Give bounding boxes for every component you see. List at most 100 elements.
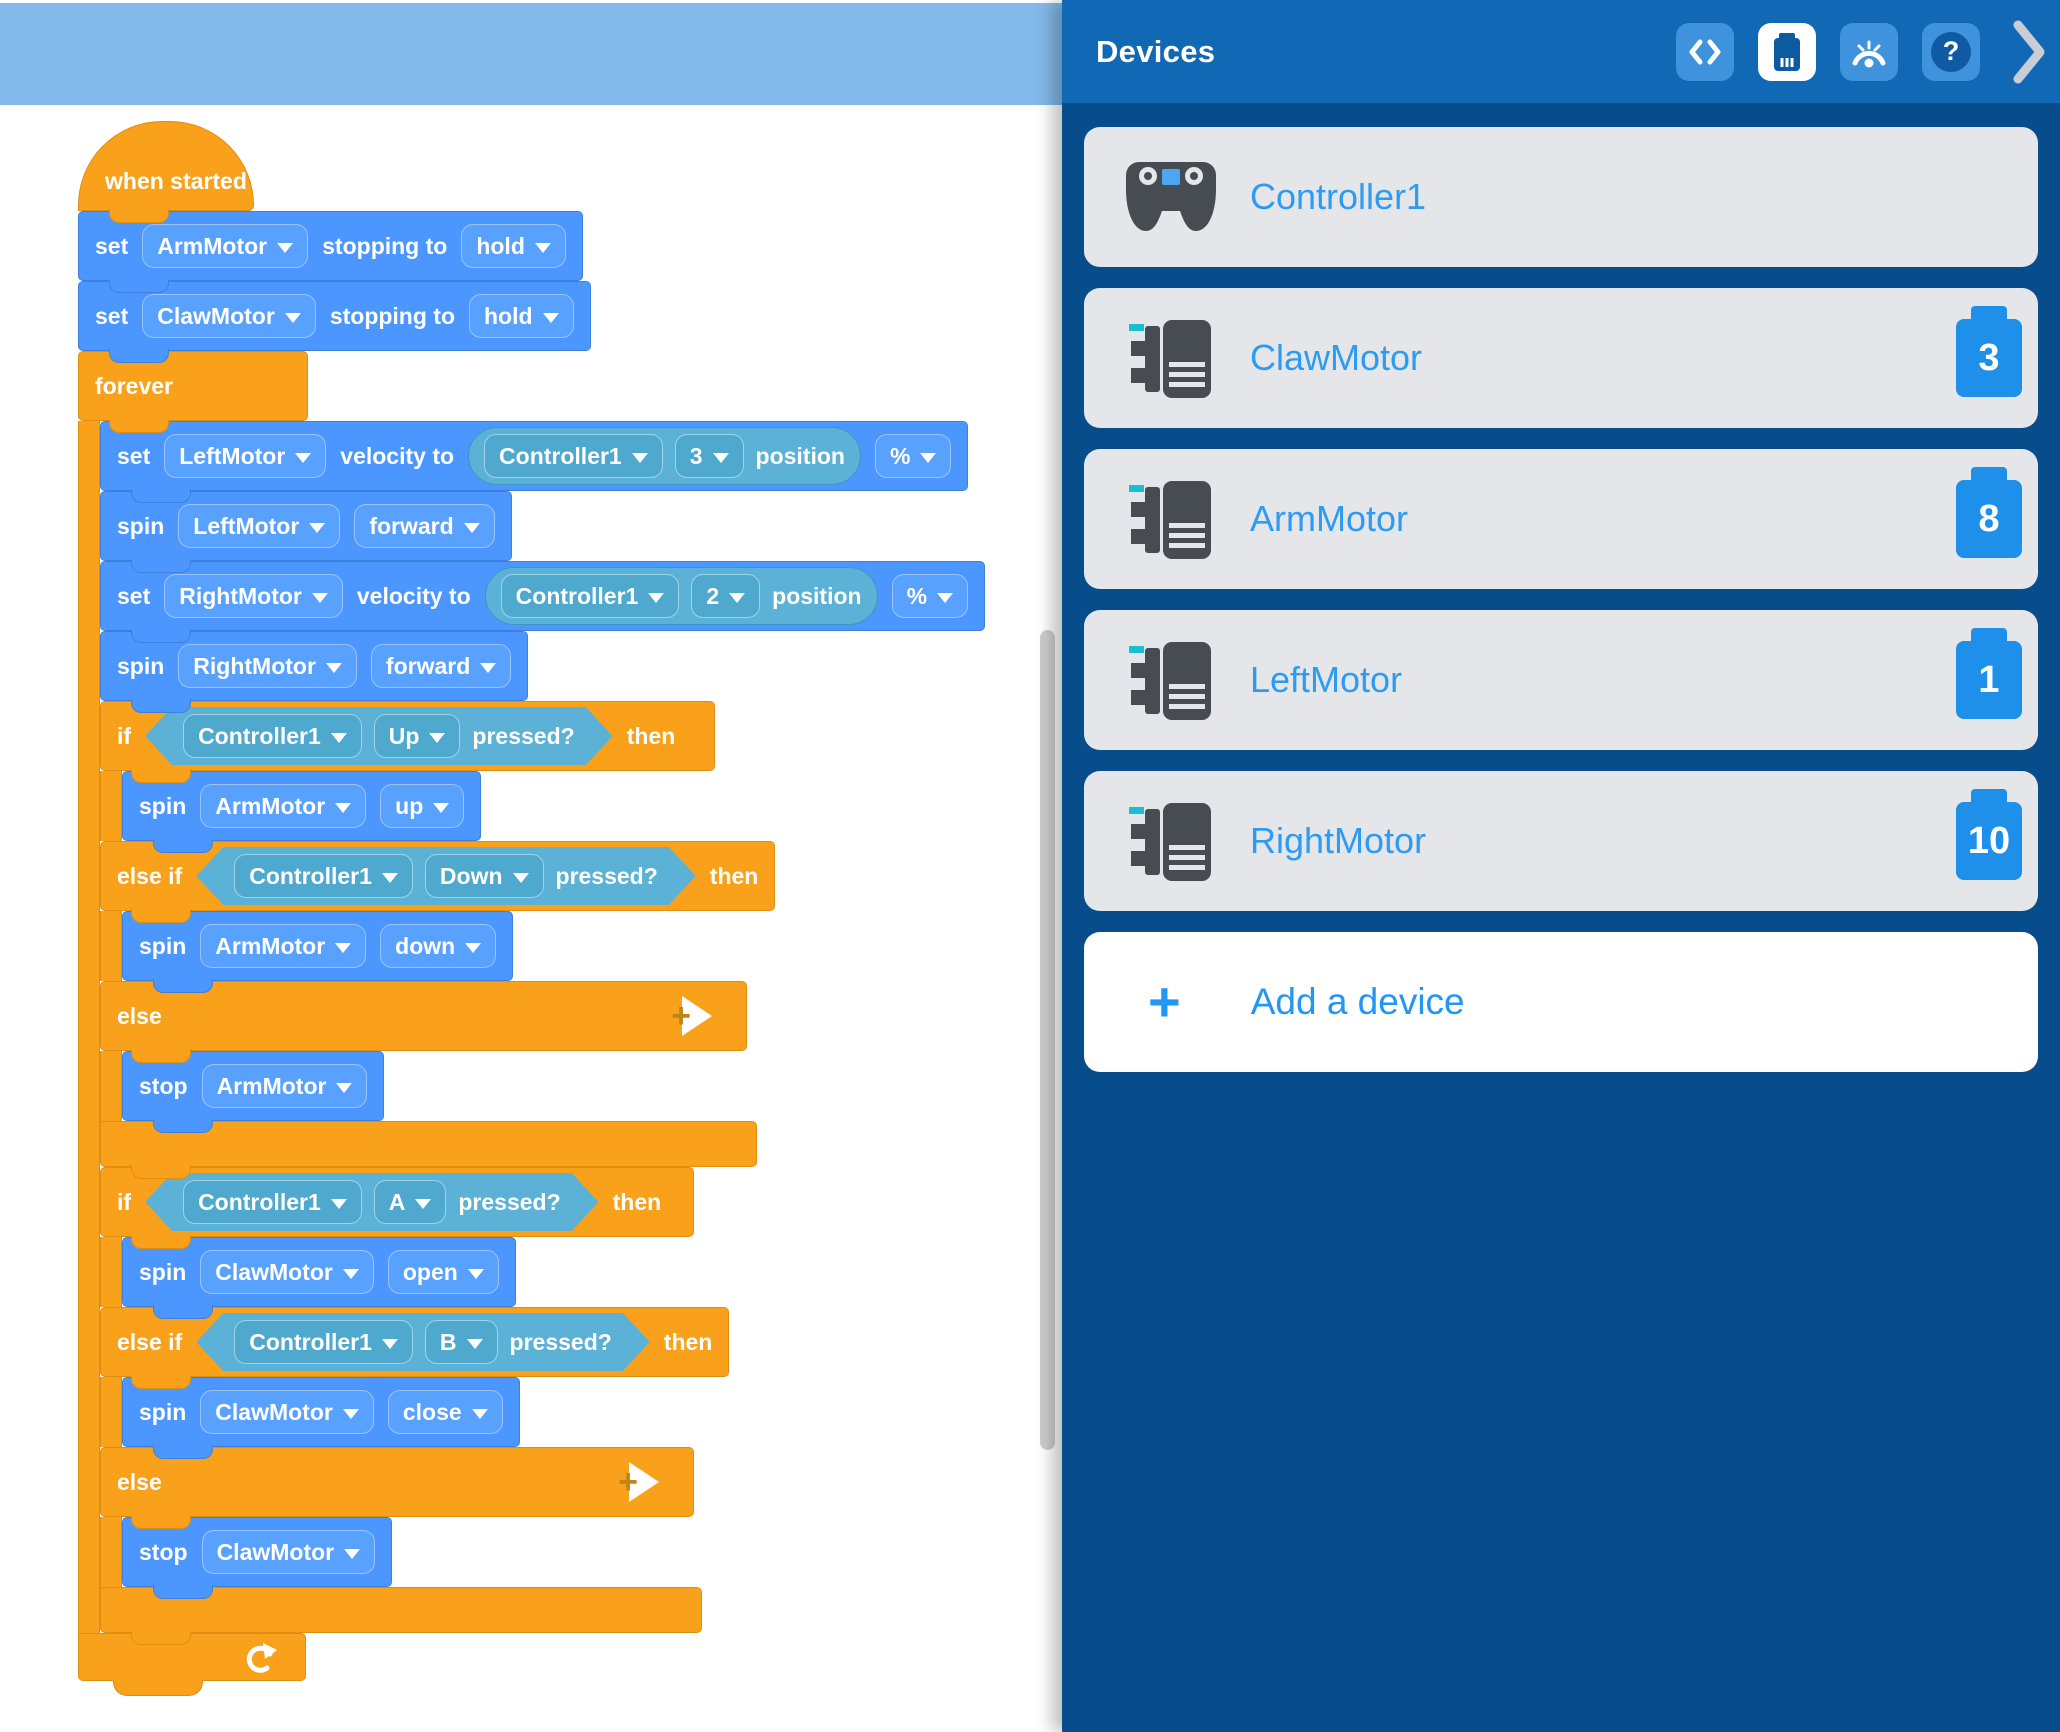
if-arm <box>100 1517 122 1587</box>
motor-dropdown[interactable]: ClawMotor <box>142 294 316 338</box>
set-velocity-block[interactable]: set RightMotor velocity to Controller1 <box>100 561 986 643</box>
add-device-label: Add a device <box>1250 981 1465 1022</box>
device-card-controller1[interactable]: Controller1 <box>1084 127 2038 267</box>
device-card-armmotor[interactable]: ArmMotor 8 <box>1084 449 2038 589</box>
keyword: set <box>95 302 129 329</box>
controller-dropdown[interactable]: Controller1 <box>234 854 413 898</box>
brake-mode-dropdown[interactable]: hold <box>469 294 574 338</box>
direction-dropdown[interactable]: close <box>387 1390 503 1434</box>
controller-icon <box>1112 156 1230 238</box>
forever-header[interactable]: forever <box>78 351 308 433</box>
hat-label: when started <box>105 168 247 194</box>
motor-dropdown[interactable]: ArmMotor <box>200 784 367 828</box>
unit-dropdown[interactable]: % <box>891 574 969 618</box>
expand-else-if-icon[interactable]: + <box>618 1462 659 1502</box>
unit-dropdown[interactable]: % <box>874 434 952 478</box>
motor-icon <box>1112 793 1230 889</box>
motor-dropdown[interactable]: LeftMotor <box>178 504 341 548</box>
controller-dropdown[interactable]: Controller1 <box>500 574 680 618</box>
when-started-block[interactable]: when started <box>78 121 254 223</box>
button-dropdown[interactable]: Down <box>425 854 544 898</box>
device-card-clawmotor[interactable]: ClawMotor 3 <box>1084 288 2038 428</box>
if-else-block[interactable]: if Controller1 Up pressed? <box>100 701 776 1179</box>
set-stopping-block[interactable]: set ClawMotor stopping to hold <box>78 281 591 363</box>
button-pressed-condition[interactable]: Controller1 Up pressed? <box>145 707 613 765</box>
if-header[interactable]: if Controller1 A pressed? <box>100 1167 694 1249</box>
vertical-scrollbar[interactable] <box>1040 630 1055 1450</box>
chevron-down-icon <box>513 873 529 883</box>
motor-dropdown[interactable]: ArmMotor <box>200 924 367 968</box>
chevron-down-icon <box>284 312 301 323</box>
keyword: if <box>117 722 132 749</box>
motor-dropdown[interactable]: ClawMotor <box>200 1250 374 1294</box>
set-stopping-block[interactable]: set ArmMotor stopping to hold <box>78 211 583 293</box>
button-dropdown[interactable]: B <box>425 1320 498 1364</box>
else-if-header[interactable]: else if Controller1 Down pr <box>100 841 776 923</box>
port-badge: 8 <box>1956 467 2022 558</box>
collapse-chevron-icon[interactable] <box>2012 19 2046 85</box>
direction-dropdown[interactable]: down <box>380 924 497 968</box>
keyword: else <box>117 1002 162 1029</box>
motor-dropdown[interactable]: RightMotor <box>164 574 343 618</box>
controller-dropdown[interactable]: Controller1 <box>183 714 362 758</box>
forever-block[interactable]: forever set LeftMotor velocity to <box>78 351 986 1696</box>
add-device-button[interactable]: + Add a device <box>1084 932 2038 1072</box>
keyword: position <box>755 442 845 469</box>
motor-dropdown[interactable]: ArmMotor <box>201 1064 368 1108</box>
code-icon[interactable] <box>1676 22 1734 81</box>
button-dropdown[interactable]: Up <box>374 714 461 758</box>
keyword: then <box>626 722 676 749</box>
spin-block[interactable]: spin ClawMotor open <box>122 1237 516 1319</box>
controller-position-reporter[interactable]: Controller1 3 position <box>468 427 861 485</box>
chevron-down-icon <box>463 522 480 533</box>
motor-dropdown[interactable]: RightMotor <box>178 644 357 688</box>
set-velocity-block[interactable]: set LeftMotor velocity to Controller1 <box>100 421 969 503</box>
dashboard-icon[interactable] <box>1840 22 1898 81</box>
motor-dropdown[interactable]: ClawMotor <box>201 1530 376 1574</box>
chevron-down-icon <box>336 1082 353 1093</box>
button-dropdown[interactable]: A <box>374 1180 447 1224</box>
direction-dropdown[interactable]: open <box>387 1250 499 1294</box>
brake-mode-dropdown[interactable]: hold <box>461 224 566 268</box>
spin-block[interactable]: spin ArmMotor down <box>122 911 514 993</box>
if-header[interactable]: if Controller1 Up pressed? <box>100 701 715 783</box>
repeat-arrow-icon <box>246 1643 277 1673</box>
button-pressed-condition[interactable]: Controller1 B pressed? <box>196 1313 650 1371</box>
direction-dropdown[interactable]: forward <box>370 644 512 688</box>
if-arm <box>100 911 122 981</box>
expand-else-if-icon[interactable]: + <box>671 996 712 1036</box>
keyword: set <box>117 442 151 469</box>
keyword: then <box>709 862 759 889</box>
controller-dropdown[interactable]: Controller1 <box>234 1320 413 1364</box>
axis-dropdown[interactable]: 2 <box>691 574 761 618</box>
brain-icon[interactable] <box>1758 22 1816 81</box>
device-card-leftmotor[interactable]: LeftMotor 1 <box>1084 610 2038 750</box>
spin-block[interactable]: spin ClawMotor close <box>122 1377 520 1459</box>
button-pressed-condition[interactable]: Controller1 Down pressed? <box>196 847 696 905</box>
else-bar[interactable]: else + <box>100 981 747 1063</box>
direction-dropdown[interactable]: up <box>380 784 465 828</box>
controller-position-reporter[interactable]: Controller1 2 position <box>484 567 878 625</box>
motor-dropdown[interactable]: ArmMotor <box>142 224 309 268</box>
if-else-block[interactable]: if Controller1 A pressed? <box>100 1167 730 1645</box>
if-arm <box>100 771 122 841</box>
axis-dropdown[interactable]: 3 <box>674 434 744 478</box>
motor-dropdown[interactable]: ClawMotor <box>200 1390 374 1434</box>
help-icon[interactable]: ? <box>1922 22 1980 81</box>
chevron-down-icon <box>344 1548 361 1559</box>
chevron-down-icon <box>467 1339 483 1349</box>
chevron-down-icon <box>429 733 445 743</box>
controller-dropdown[interactable]: Controller1 <box>484 434 663 478</box>
button-pressed-condition[interactable]: Controller1 A pressed? <box>145 1173 599 1231</box>
controller-dropdown[interactable]: Controller1 <box>183 1180 362 1224</box>
device-card-rightmotor[interactable]: RightMotor 10 <box>1084 771 2038 911</box>
keyword: stop <box>139 1072 188 1099</box>
direction-dropdown[interactable]: forward <box>354 504 495 548</box>
block-canvas[interactable]: when started set ArmMotor stopping to ho… <box>0 105 1062 1732</box>
device-name: LeftMotor <box>1250 659 1403 700</box>
chevron-down-icon <box>534 242 551 253</box>
forever-footer[interactable] <box>78 1633 306 1696</box>
motor-dropdown[interactable]: LeftMotor <box>164 434 327 478</box>
keyword: if <box>117 1188 132 1215</box>
spin-block[interactable]: spin ArmMotor up <box>122 771 482 853</box>
